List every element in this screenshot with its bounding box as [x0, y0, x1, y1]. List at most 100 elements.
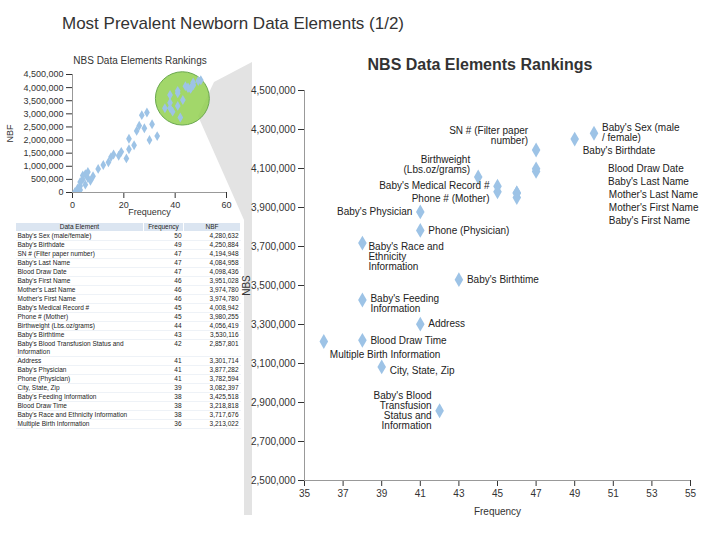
svg-text:2,900,000: 2,900,000: [251, 397, 296, 408]
html-text:Mother's Last Name: Mother's Last Name: [17, 286, 76, 293]
html-text:Baby's Sex (male/female): Baby's Sex (male/female): [17, 232, 92, 239]
svg-text:Phone # (Mother): Phone # (Mother): [412, 193, 490, 204]
html-text:Baby's Birthdate: Baby's Birthdate: [17, 241, 65, 248]
svg-text:35: 35: [299, 488, 311, 499]
svg-text:0: 0: [58, 187, 63, 197]
svg-text:Frequency: Frequency: [474, 506, 521, 517]
html-text:47: 47: [174, 268, 182, 275]
html-text:3,974,780: 3,974,780: [209, 286, 239, 293]
svg-text:Baby's First Name: Baby's First Name: [609, 215, 691, 226]
svg-text:40: 40: [170, 200, 180, 210]
svg-text:37: 37: [338, 488, 350, 499]
html-text:44: 44: [174, 322, 182, 329]
svg-text:Blood Draw Date: Blood Draw Date: [608, 163, 684, 174]
svg-text:3,000,000: 3,000,000: [23, 109, 63, 119]
svg-text:4,300,000: 4,300,000: [251, 124, 296, 135]
svg-text:Baby's Physician: Baby's Physician: [337, 206, 412, 217]
svg-text:Mother's First Name: Mother's First Name: [609, 202, 699, 213]
svg-text:49: 49: [569, 488, 581, 499]
html-text:4,098,436: 4,098,436: [209, 268, 239, 275]
svg-text:Baby's Sex (male/ female): Baby's Sex (male/ female): [602, 122, 680, 143]
svg-text:39: 39: [376, 488, 388, 499]
html-text:45: 45: [174, 313, 182, 320]
html-text:4,084,958: 4,084,958: [209, 259, 239, 266]
html-text:Baby's Last Name: Baby's Last Name: [17, 259, 70, 266]
html-text:Frequency: Frequency: [148, 223, 179, 230]
html-text:45: 45: [174, 304, 182, 311]
svg-text:2,000,000: 2,000,000: [23, 135, 63, 145]
html-text:46: 46: [174, 295, 182, 302]
html-text:NBS Data Elements Rankings: NBS Data Elements Rankings: [367, 56, 593, 73]
svg-text:Frequency: Frequency: [128, 207, 171, 217]
html-text:Birthweight (Lbs.oz/grams): Birthweight (Lbs.oz/grams): [17, 322, 95, 329]
svg-text:2,500,000: 2,500,000: [23, 122, 63, 132]
svg-text:500,000: 500,000: [31, 174, 64, 184]
html-text:4,194,948: 4,194,948: [209, 250, 239, 257]
svg-text:45: 45: [492, 488, 504, 499]
svg-text:Baby's BloodTransfusionStatus: Baby's BloodTransfusionStatus andInforma…: [374, 390, 432, 431]
svg-text:55: 55: [685, 488, 697, 499]
svg-text:3,500,000: 3,500,000: [23, 96, 63, 106]
html-text:3,974,780: 3,974,780: [209, 295, 239, 302]
svg-text:Phone (Physician): Phone (Physician): [428, 225, 509, 236]
html-text:4,250,884: 4,250,884: [209, 241, 239, 248]
svg-text:53: 53: [646, 488, 658, 499]
svg-text:2,500,000: 2,500,000: [251, 475, 296, 486]
svg-text:41: 41: [415, 488, 427, 499]
html-text:46: 46: [174, 286, 182, 293]
svg-text:1,000,000: 1,000,000: [23, 161, 63, 171]
svg-text:0: 0: [70, 200, 75, 210]
svg-text:Baby's Race andEthnicityInform: Baby's Race andEthnicityInformation: [368, 241, 443, 272]
html-text:49: 49: [174, 241, 182, 248]
svg-text:Multiple Birth Information: Multiple Birth Information: [330, 349, 441, 360]
svg-text:2,700,000: 2,700,000: [251, 436, 296, 447]
html-text:47: 47: [174, 250, 182, 257]
svg-text:51: 51: [608, 488, 620, 499]
html-text:Mother's First Name: Mother's First Name: [17, 295, 76, 302]
svg-text:Baby's Birthdate: Baby's Birthdate: [583, 145, 656, 156]
html-text:47: 47: [174, 259, 182, 266]
svg-text:Baby's Last Name: Baby's Last Name: [608, 176, 689, 187]
svg-text:Baby's Medical Record #: Baby's Medical Record #: [379, 180, 490, 191]
svg-text:Baby's Birthtime: Baby's Birthtime: [467, 274, 539, 285]
html-text:Baby's First Name: Baby's First Name: [17, 277, 71, 284]
svg-text:4,500,000: 4,500,000: [23, 69, 63, 79]
svg-text:3,700,000: 3,700,000: [251, 241, 296, 252]
svg-text:Blood Draw Time: Blood Draw Time: [370, 335, 447, 346]
svg-text:4,000,000: 4,000,000: [23, 82, 63, 92]
html-text:4,280,632: 4,280,632: [209, 232, 239, 239]
html-text:46: 46: [174, 277, 182, 284]
svg-text:4,500,000: 4,500,000: [251, 85, 296, 96]
html-text:NBS Data Elements Rankings: NBS Data Elements Rankings: [73, 55, 207, 66]
html-text:Most Prevalent Newborn Data El: Most Prevalent Newborn Data Elements (1/…: [62, 14, 404, 33]
svg-text:3,900,000: 3,900,000: [251, 202, 296, 213]
html-text:SN # (Filter paper number): SN # (Filter paper number): [17, 250, 95, 257]
html-text:NBF: NBF: [205, 223, 219, 230]
svg-text:43: 43: [453, 488, 465, 499]
svg-text:47: 47: [531, 488, 543, 499]
svg-text:Baby's FeedingInformation: Baby's FeedingInformation: [370, 293, 439, 314]
html-text:Baby's Blood Transfusion Statu: Baby's Blood Transfusion Status and Info…: [17, 340, 124, 355]
html-text:Blood Draw Date: Blood Draw Date: [17, 268, 67, 275]
svg-text:3,500,000: 3,500,000: [251, 280, 296, 291]
svg-text:3,100,000: 3,100,000: [251, 358, 296, 369]
svg-text:SN # (Filter papernumber): SN # (Filter papernumber): [449, 125, 529, 146]
svg-text:1,500,000: 1,500,000: [23, 148, 63, 158]
svg-text:4,100,000: 4,100,000: [251, 163, 296, 174]
svg-text:60: 60: [221, 200, 231, 210]
html-text:Phone # (Mother): Phone # (Mother): [17, 313, 69, 320]
html-text:Data Element: Data Element: [59, 223, 100, 230]
html-text:4,008,942: 4,008,942: [209, 304, 239, 311]
html-text:50: 50: [174, 232, 182, 239]
html-text:3,951,028: 3,951,028: [209, 277, 239, 284]
svg-text:Address: Address: [428, 318, 465, 329]
svg-text:NBS: NBS: [241, 275, 252, 296]
svg-text:City, State, Zip: City, State, Zip: [390, 365, 455, 376]
svg-text:20: 20: [118, 199, 129, 210]
svg-text:3,300,000: 3,300,000: [251, 319, 296, 330]
svg-text:Birthweight(Lbs.oz/grams): Birthweight(Lbs.oz/grams): [404, 154, 471, 175]
html-text:Baby's Medical Record #: Baby's Medical Record #: [17, 304, 90, 311]
svg-text:NBF: NBF: [5, 124, 15, 143]
svg-text:Mother's Last Name: Mother's Last Name: [609, 189, 699, 200]
html-text:3,980,255: 3,980,255: [209, 313, 239, 320]
